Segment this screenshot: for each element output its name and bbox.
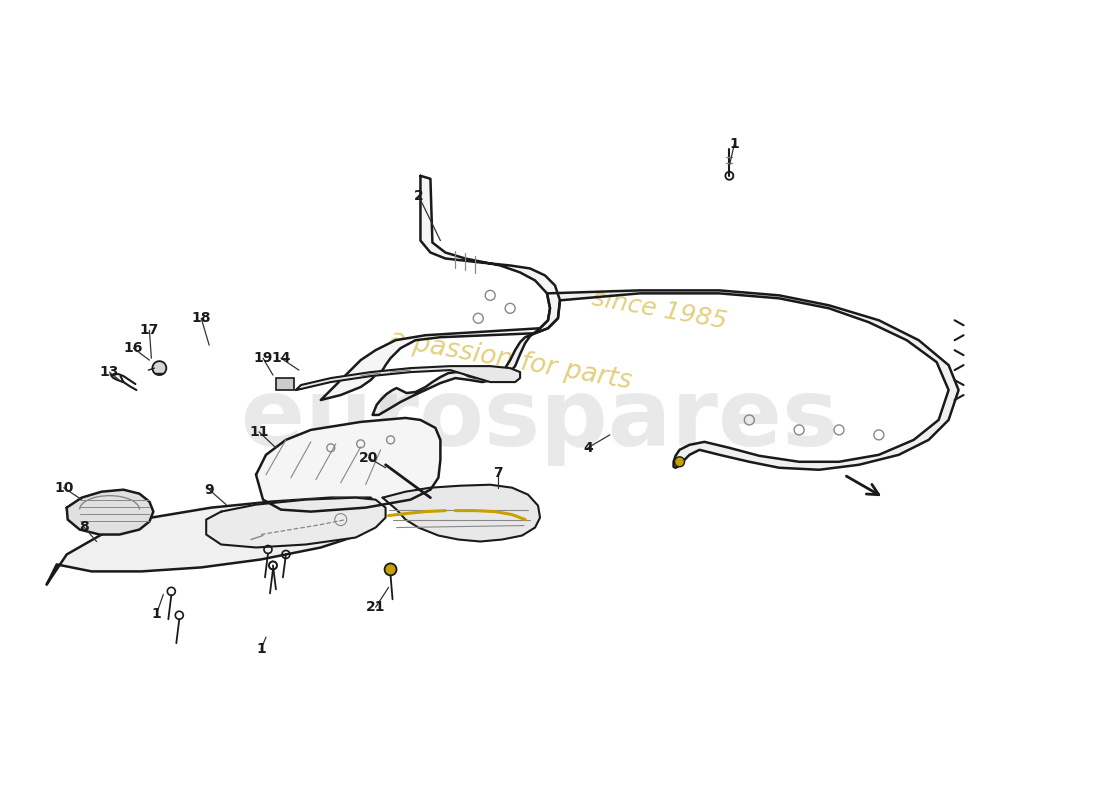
Text: 1: 1 [256, 642, 266, 656]
Text: 13: 13 [100, 365, 119, 379]
Text: 8: 8 [79, 519, 88, 534]
Text: 4: 4 [583, 441, 593, 455]
Text: 17: 17 [140, 323, 159, 338]
Polygon shape [373, 290, 958, 470]
Text: 9: 9 [205, 482, 214, 497]
Text: 2: 2 [414, 189, 424, 202]
Text: 7: 7 [494, 466, 503, 480]
Polygon shape [47, 498, 381, 584]
Text: 11: 11 [250, 425, 268, 439]
Circle shape [153, 361, 166, 375]
Text: 16: 16 [124, 341, 143, 355]
Polygon shape [321, 176, 560, 400]
Text: 19: 19 [253, 351, 273, 365]
Text: a passion for parts: a passion for parts [387, 326, 634, 394]
Polygon shape [296, 366, 520, 390]
Text: since 1985: since 1985 [591, 286, 729, 334]
Text: 14: 14 [272, 351, 290, 365]
Polygon shape [256, 418, 440, 512]
Circle shape [674, 457, 684, 466]
Text: eurospares: eurospares [241, 374, 838, 466]
Polygon shape [67, 490, 153, 534]
Text: 10: 10 [54, 481, 74, 494]
Text: 20: 20 [359, 450, 378, 465]
Polygon shape [383, 485, 540, 542]
Text: 21: 21 [366, 600, 385, 614]
Polygon shape [206, 498, 386, 547]
Text: 1: 1 [729, 137, 739, 151]
Text: 1: 1 [152, 607, 162, 622]
Circle shape [385, 563, 396, 575]
Text: 18: 18 [191, 311, 211, 326]
Bar [276, 378, 294, 390]
